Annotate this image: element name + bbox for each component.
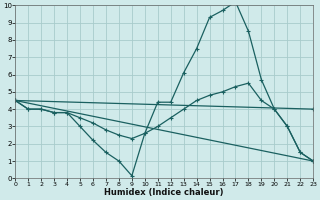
X-axis label: Humidex (Indice chaleur): Humidex (Indice chaleur) [105, 188, 224, 197]
